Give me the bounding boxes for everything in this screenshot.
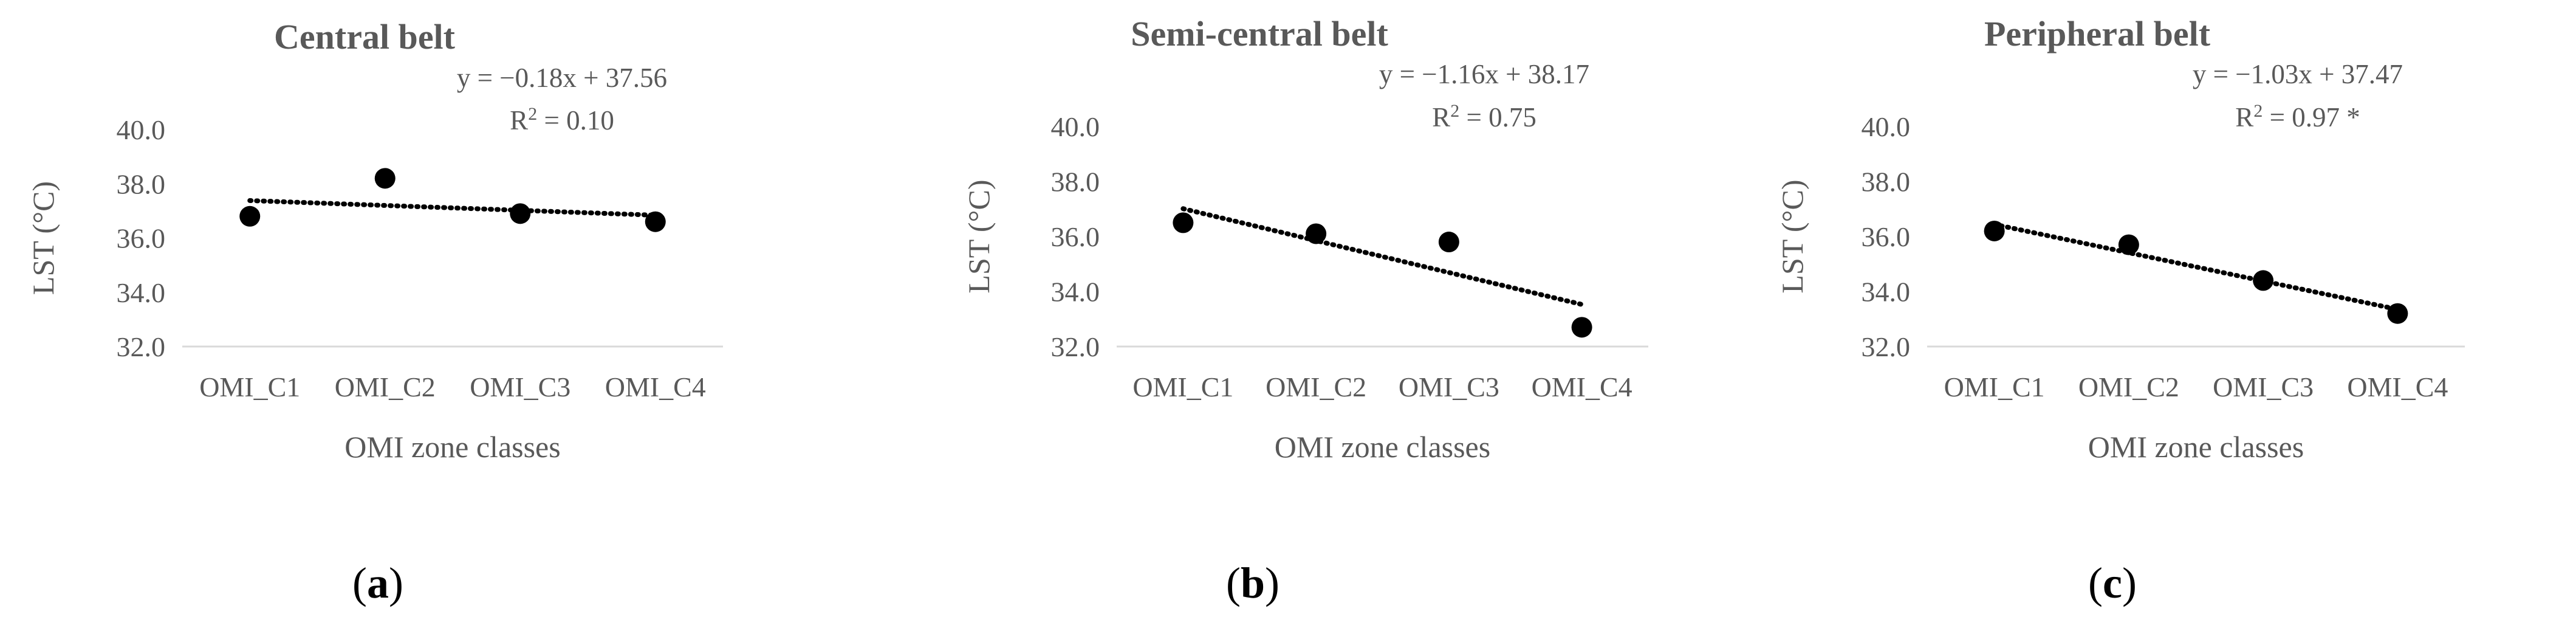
trendline — [247, 198, 658, 218]
y-tick-label: 34.0 — [117, 277, 166, 308]
y-tick-label: 36.0 — [1862, 221, 1911, 252]
data-point — [239, 205, 261, 227]
y-axis-title: LST (°C) — [1775, 179, 1809, 293]
y-tick-label: 36.0 — [1051, 221, 1100, 252]
data-point — [2253, 270, 2274, 291]
y-tick-label: 32.0 — [1051, 331, 1100, 362]
data-point — [645, 211, 666, 232]
y-tick-label: 38.0 — [1862, 167, 1911, 198]
chart-panel-a: Central belt y = −0.18x + 37.56 R2 = 0.10 3… — [0, 0, 858, 628]
data-point — [1306, 223, 1327, 244]
x-tick-label: OMI_C1 — [199, 371, 300, 402]
x-tick-label: OMI_C3 — [1399, 371, 1499, 402]
chart-panel-b: Semi-central belt y = −1.16x + 38.17 R2 = … — [858, 0, 1718, 628]
x-tick-label: OMI_C2 — [335, 371, 436, 402]
chart-semi-central-belt: Semi-central belt y = −1.16x + 38.17 R2 = … — [962, 14, 1648, 464]
x-tick-label: OMI_C4 — [605, 371, 706, 402]
data-point — [2387, 303, 2408, 324]
trendline — [1180, 206, 1584, 307]
data-point — [1173, 212, 1194, 233]
y-axis-title: LST (°C) — [26, 181, 60, 295]
y-tick-label: 40.0 — [117, 114, 166, 145]
data-point — [510, 203, 531, 224]
y-tick-label: 40.0 — [1862, 111, 1911, 142]
data-point — [1438, 232, 1459, 253]
data-point — [1984, 220, 2005, 241]
y-tick-label: 38.0 — [117, 168, 166, 199]
x-tick-label: OMI_C1 — [1944, 371, 2045, 402]
chart-title: Peripheral belt — [1984, 14, 2211, 53]
y-tick-label: 34.0 — [1862, 277, 1911, 308]
x-tick-label: OMI_C3 — [470, 371, 570, 402]
x-axis-title: OMI zone classes — [1275, 430, 1490, 464]
data-point — [2118, 234, 2139, 255]
trendline-equation: y = −1.03x + 37.47 — [2193, 59, 2403, 89]
trendline-equation: y = −1.16x + 38.17 — [1379, 59, 1589, 89]
trendline — [1992, 222, 2400, 312]
x-tick-label: OMI_C4 — [2347, 371, 2448, 402]
y-tick-label: 32.0 — [1862, 331, 1911, 362]
y-tick-label: 40.0 — [1051, 111, 1100, 142]
y-tick-label: 34.0 — [1051, 277, 1100, 308]
y-tick-label: 32.0 — [117, 331, 166, 362]
x-tick-label: OMI_C1 — [1132, 371, 1233, 402]
x-tick-label: OMI_C2 — [2078, 371, 2179, 402]
x-tick-label: OMI_C2 — [1266, 371, 1366, 402]
data-point — [374, 168, 396, 189]
trendline-equation: y = −0.18x + 37.56 — [457, 63, 667, 93]
r-squared-label: R2 = 0.10 — [510, 104, 614, 136]
data-point — [1571, 317, 1592, 338]
r-squared-label: R2 = 0.75 — [1432, 101, 1536, 133]
x-tick-label: OMI_C3 — [2213, 371, 2314, 402]
y-tick-label: 38.0 — [1051, 167, 1100, 198]
chart-title: Semi-central belt — [1131, 14, 1388, 53]
panel-label-b: (b) — [1226, 559, 1280, 607]
panel-label-a: (a) — [352, 559, 403, 607]
y-tick-label: 36.0 — [117, 223, 166, 254]
r-squared-label: R2 = 0.97 * — [2235, 101, 2360, 133]
chart-peripheral-belt: Peripheral belt y = −1.03x + 37.47 R2 = 0.… — [1775, 14, 2465, 464]
x-axis-title: OMI zone classes — [2088, 430, 2304, 464]
y-axis-title: LST (°C) — [962, 179, 996, 293]
panel-label-c: (c) — [2088, 559, 2137, 607]
x-axis-title: OMI zone classes — [344, 430, 560, 464]
x-tick-label: OMI_C4 — [1532, 371, 1632, 402]
chart-panel-c: Peripheral belt y = −1.03x + 37.47 R2 = 0.… — [1718, 0, 2576, 628]
chart-title: Central belt — [274, 17, 456, 57]
